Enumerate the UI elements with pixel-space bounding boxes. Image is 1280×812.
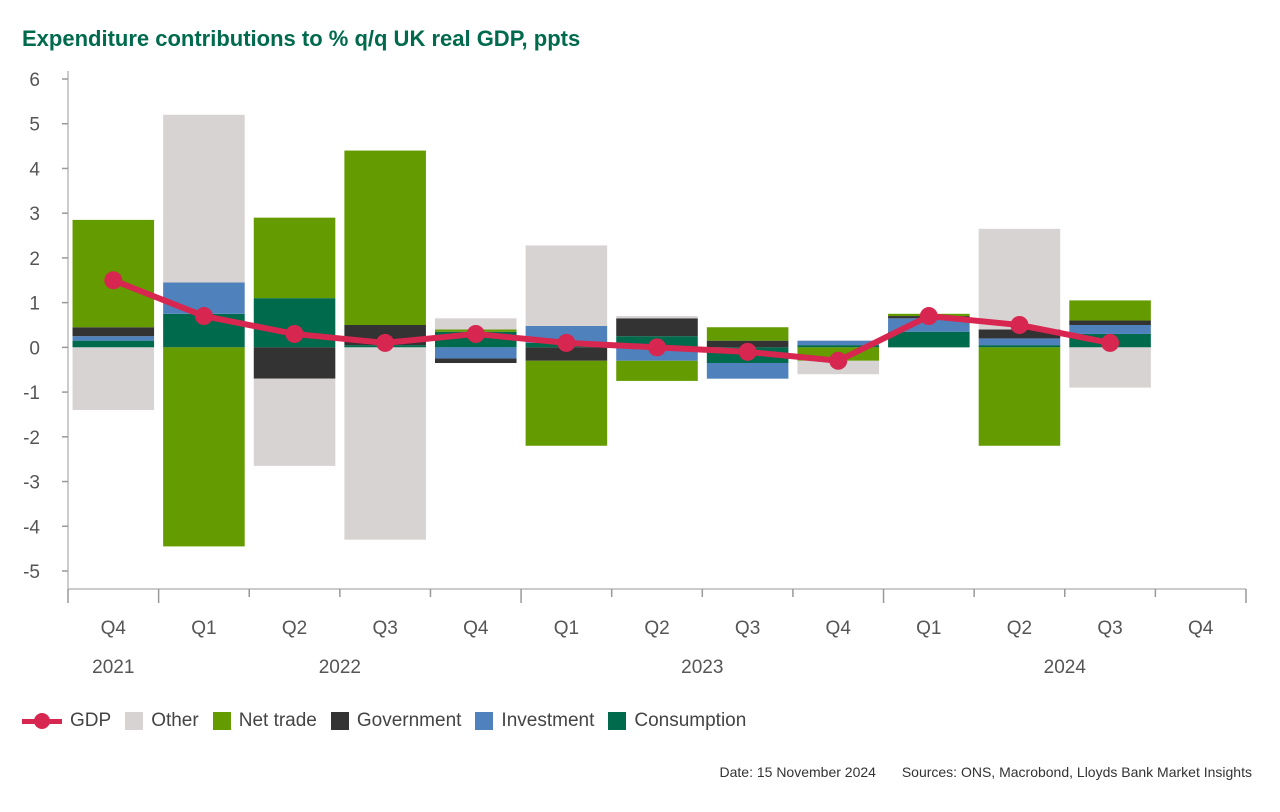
gdp-point <box>104 271 123 290</box>
footer: Date: 15 November 2024 Sources: ONS, Mac… <box>698 764 1253 780</box>
gdp-point <box>919 307 938 326</box>
y-tick-label: -2 <box>23 428 40 449</box>
bar-investment <box>797 340 880 346</box>
y-tick-label: 3 <box>29 204 40 225</box>
x-tick-label: Q2 <box>1007 618 1032 639</box>
bar-other <box>253 378 336 466</box>
gdp-point <box>1101 333 1120 352</box>
bar-net-trade <box>525 360 608 446</box>
footer-sources: Sources: ONS, Macrobond, Lloyds Bank Mar… <box>901 764 1252 780</box>
x-year-label: 2024 <box>1044 657 1087 678</box>
y-tick-label: -5 <box>23 562 40 583</box>
legend-label: GDP <box>70 710 112 731</box>
bar-net-trade <box>1069 300 1151 321</box>
bar-investment <box>72 336 155 341</box>
y-tick-label: 2 <box>29 249 40 270</box>
chart-title: Expenditure contributions to % q/q UK re… <box>22 26 581 51</box>
x-tick-label: Q3 <box>735 618 760 639</box>
legend-swatch-gdp <box>22 712 62 730</box>
y-tick-label: -1 <box>23 383 40 404</box>
x-tick-label: Q2 <box>282 618 307 639</box>
x-tick-label: Q1 <box>554 618 579 639</box>
gdp-point <box>557 333 576 352</box>
x-tick-label: Q1 <box>191 618 216 639</box>
bar-other <box>616 316 698 319</box>
gdp-point <box>466 324 485 343</box>
legend-label: Other <box>151 710 199 731</box>
legend-item-investment: Investment <box>475 710 594 732</box>
bar-other <box>1069 347 1151 388</box>
chart-plot: -5 -4 -3 -2 -1 0 1 2 3 4 5 6 Q4 Q1 Q2 Q3 Q4 Q1 Q2 Q3 Q4 Q1 Q2 Q… <box>23 70 1247 678</box>
legend-item-government: Government <box>330 710 462 732</box>
legend-label: Investment <box>501 710 595 731</box>
bar-investment <box>978 338 1061 346</box>
gdp-line <box>112 277 1111 364</box>
bar-net-trade <box>253 217 336 299</box>
legend-item-gdp: GDP <box>22 710 111 732</box>
bar-investment <box>1069 325 1151 334</box>
x-tick-label: Q4 <box>826 618 852 639</box>
legend-label: Net trade <box>238 710 317 731</box>
y-tick-label: 1 <box>29 294 40 315</box>
bar-other <box>163 114 245 283</box>
x-tick-label: Q4 <box>101 618 127 639</box>
bar-other <box>72 347 155 410</box>
x-year-label: 2023 <box>681 657 723 678</box>
legend-label: Consumption <box>634 710 747 731</box>
x-year-label: 2022 <box>319 657 361 678</box>
legend: GDP Other Net trade Government Investmen… <box>22 710 760 732</box>
legend-item-consumption: Consumption <box>608 710 746 732</box>
y-tick-label: -4 <box>23 517 40 538</box>
y-tick-label: -3 <box>23 473 40 494</box>
legend-swatch-net-trade <box>212 712 231 730</box>
legend-swatch-consumption <box>608 712 627 730</box>
bar-net-trade <box>616 360 698 381</box>
bar-government <box>72 327 155 337</box>
gdp-point <box>194 307 213 326</box>
bar-investment <box>434 347 517 359</box>
bar-net-trade <box>163 347 245 547</box>
y-tick-label: 6 <box>29 70 40 91</box>
bar-consumption <box>72 340 155 348</box>
bar-investment <box>706 363 789 379</box>
bar-other <box>434 318 517 330</box>
gdp-point <box>648 338 666 357</box>
bar-net-trade <box>978 347 1061 446</box>
legend-swatch-other <box>125 712 144 730</box>
x-tick-label: Q4 <box>463 618 489 639</box>
x-tick-label: Q2 <box>644 618 669 639</box>
x-year-label: 2021 <box>92 657 134 678</box>
gdp-point <box>285 324 304 343</box>
bar-government <box>525 347 608 361</box>
legend-item-other: Other <box>125 710 199 732</box>
gdp-point <box>376 333 395 352</box>
bar-government <box>1069 320 1151 325</box>
x-tick-label: Q1 <box>916 618 941 639</box>
gdp-point <box>1010 316 1029 334</box>
bar-other <box>978 228 1061 330</box>
bar-consumption <box>888 331 970 348</box>
legend-item-net-trade: Net trade <box>212 710 317 732</box>
bar-government <box>434 358 517 364</box>
bar-consumption <box>978 345 1061 348</box>
bar-consumption <box>797 345 880 348</box>
x-tick-label: Q3 <box>1097 618 1122 639</box>
bar-other <box>525 245 608 326</box>
y-tick-label: 4 <box>29 159 40 180</box>
x-tick-label: Q3 <box>372 618 397 639</box>
legend-swatch-investment <box>475 712 494 730</box>
bar-other <box>344 347 426 540</box>
bar-net-trade <box>344 150 426 325</box>
bar-net-trade <box>706 327 789 341</box>
bar-government <box>253 347 336 379</box>
y-tick-label: 0 <box>29 338 40 359</box>
gdp-point <box>738 342 757 361</box>
legend-label: Government <box>356 710 462 731</box>
gdp-point <box>829 351 848 370</box>
x-tick-label: Q4 <box>1188 618 1214 639</box>
bar-government <box>616 318 698 337</box>
y-tick-label: 5 <box>29 115 40 136</box>
footer-date: Date: 15 November 2024 <box>719 764 876 780</box>
legend-swatch-government <box>330 712 349 730</box>
